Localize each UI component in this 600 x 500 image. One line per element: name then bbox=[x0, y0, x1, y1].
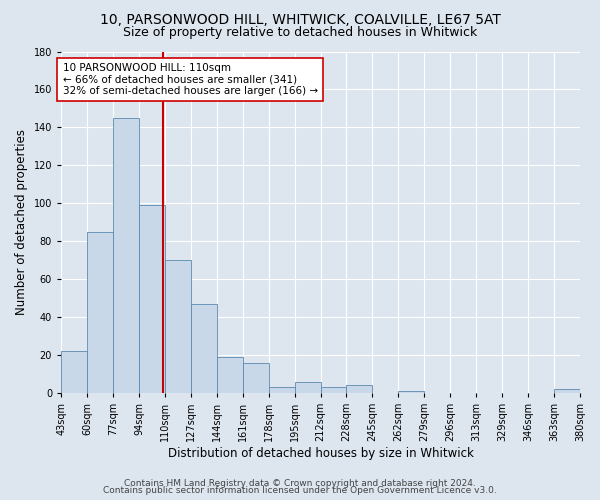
X-axis label: Distribution of detached houses by size in Whitwick: Distribution of detached houses by size … bbox=[167, 447, 473, 460]
Text: 10 PARSONWOOD HILL: 110sqm
← 66% of detached houses are smaller (341)
32% of sem: 10 PARSONWOOD HILL: 110sqm ← 66% of deta… bbox=[62, 63, 318, 96]
Bar bbox=[191, 304, 217, 393]
Text: Size of property relative to detached houses in Whitwick: Size of property relative to detached ho… bbox=[123, 26, 477, 39]
Bar bbox=[113, 118, 139, 393]
Bar bbox=[554, 389, 580, 393]
Text: Contains public sector information licensed under the Open Government Licence v3: Contains public sector information licen… bbox=[103, 486, 497, 495]
Bar bbox=[320, 388, 346, 393]
Bar bbox=[61, 352, 87, 393]
Text: 10, PARSONWOOD HILL, WHITWICK, COALVILLE, LE67 5AT: 10, PARSONWOOD HILL, WHITWICK, COALVILLE… bbox=[100, 12, 500, 26]
Bar bbox=[165, 260, 191, 393]
Bar bbox=[243, 362, 269, 393]
Bar bbox=[269, 388, 295, 393]
Bar bbox=[398, 391, 424, 393]
Y-axis label: Number of detached properties: Number of detached properties bbox=[15, 130, 28, 316]
Bar bbox=[217, 357, 243, 393]
Bar bbox=[139, 205, 165, 393]
Text: Contains HM Land Registry data © Crown copyright and database right 2024.: Contains HM Land Registry data © Crown c… bbox=[124, 478, 476, 488]
Bar bbox=[346, 386, 373, 393]
Bar bbox=[295, 382, 320, 393]
Bar bbox=[87, 232, 113, 393]
